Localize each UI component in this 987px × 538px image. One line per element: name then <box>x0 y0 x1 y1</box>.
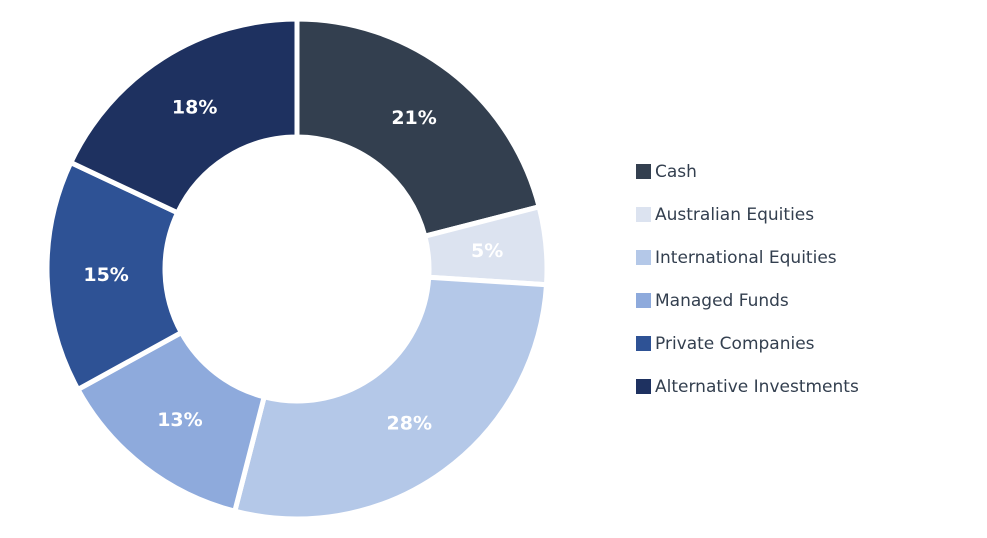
slice-label-australian-equities: 5% <box>471 240 503 262</box>
legend-item-australian-equities: Australian Equities <box>636 193 859 236</box>
chart-legend: Cash Australian Equities International E… <box>636 150 859 408</box>
slice-alternative-investments <box>67 16 300 217</box>
slice-label-cash: 21% <box>391 107 436 129</box>
slice-international-equities <box>231 274 550 522</box>
legend-label-alternative-investments: Alternative Investments <box>655 376 859 397</box>
legend-item-private-companies: Private Companies <box>636 322 859 365</box>
legend-swatch-cash <box>636 164 651 179</box>
legend-label-managed-funds: Managed Funds <box>655 290 789 311</box>
legend-swatch-managed-funds <box>636 293 651 308</box>
legend-swatch-international-equities <box>636 250 651 265</box>
legend-swatch-australian-equities <box>636 207 651 222</box>
legend-item-cash: Cash <box>636 150 859 193</box>
legend-label-private-companies: Private Companies <box>655 333 815 354</box>
slice-cash <box>294 16 543 240</box>
legend-label-cash: Cash <box>655 161 697 182</box>
donut-slices <box>44 16 550 522</box>
legend-item-alternative-investments: Alternative Investments <box>636 365 859 408</box>
slice-private-companies <box>44 159 185 393</box>
slice-label-managed-funds: 13% <box>157 409 202 431</box>
slice-label-private-companies: 15% <box>83 264 128 286</box>
legend-swatch-private-companies <box>636 336 651 351</box>
legend-label-international-equities: International Equities <box>655 247 837 268</box>
donut-chart-svg: 21% 5% 28% 13% 15% 18% <box>44 16 550 522</box>
legend-swatch-alternative-investments <box>636 379 651 394</box>
slice-labels: 21% 5% 28% 13% 15% 18% <box>83 97 503 435</box>
legend-item-managed-funds: Managed Funds <box>636 279 859 322</box>
slice-label-international-equities: 28% <box>387 413 432 435</box>
legend-label-australian-equities: Australian Equities <box>655 204 815 225</box>
legend-item-international-equities: International Equities <box>636 236 859 279</box>
slice-label-alternative-investments: 18% <box>172 97 217 119</box>
